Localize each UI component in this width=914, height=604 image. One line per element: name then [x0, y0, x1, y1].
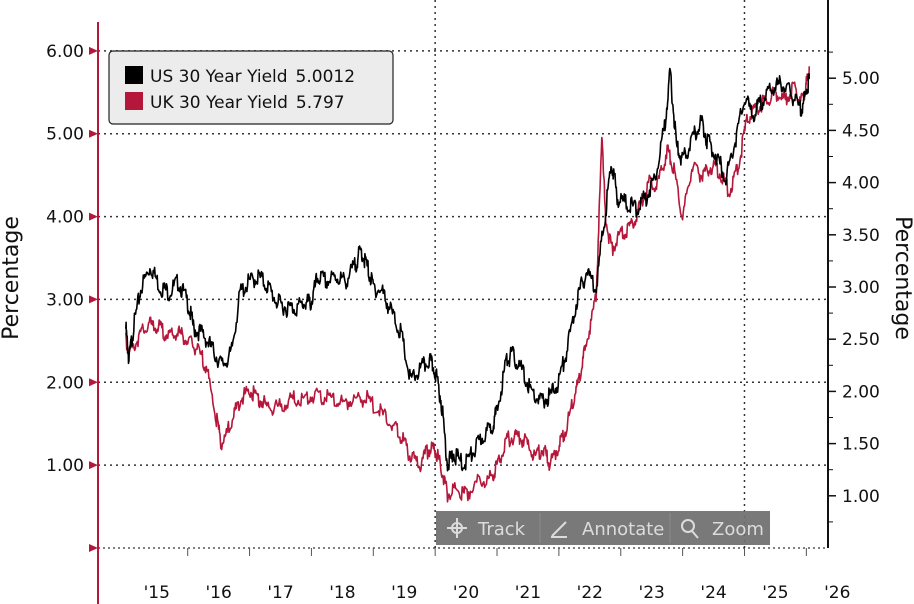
- left-tick-label: 5.00: [46, 125, 84, 145]
- right-tick-label: 5.00: [842, 69, 880, 89]
- legend-box: [108, 50, 394, 125]
- legend: US 30 Year Yield 5.0012 UK 30 Year Yield 5…: [108, 50, 394, 125]
- us-yield-line: [125, 67, 810, 472]
- legend-swatch-uk: [125, 92, 143, 110]
- x-tick-label: '15: [144, 583, 170, 603]
- left-tick-mark: [89, 544, 98, 552]
- left-tick-mark: [89, 378, 98, 387]
- left-tick-mark: [89, 46, 98, 55]
- zoom-button[interactable]: Zoom: [670, 511, 770, 545]
- zoom-label: Zoom: [712, 519, 764, 540]
- left-tick-mark: [89, 295, 98, 304]
- right-axis-title: Percentage: [890, 216, 914, 340]
- left-tick-label: 6.00: [46, 42, 84, 62]
- annotate-label: Annotate: [582, 519, 664, 540]
- x-tick-label: '21: [515, 583, 541, 603]
- x-tick-label: '18: [329, 583, 355, 603]
- left-axis: 1.00 2.00 3.00 4.00 5.00 6.00: [46, 22, 99, 604]
- right-tick-label: 3.50: [842, 226, 880, 246]
- right-tick-label: 3.00: [842, 278, 880, 298]
- x-tick-label: '23: [639, 583, 665, 603]
- x-tick-label: '26: [824, 583, 850, 603]
- left-tick-label: 1.00: [46, 456, 84, 476]
- legend-swatch-us: [125, 66, 143, 84]
- right-tick-label: 1.50: [842, 435, 880, 455]
- x-tick-label: '25: [762, 583, 788, 603]
- right-tick-label: 4.00: [842, 174, 880, 194]
- left-tick-mark: [89, 129, 98, 138]
- annotate-button[interactable]: Annotate: [540, 511, 670, 545]
- x-tick-label: '17: [267, 583, 293, 603]
- left-axis-title: Percentage: [0, 216, 24, 340]
- toolbar-background: [436, 511, 770, 545]
- chart-toolbar: Track Annotate Zoom: [436, 511, 770, 545]
- left-tick-mark: [89, 461, 98, 470]
- track-label: Track: [477, 519, 526, 540]
- track-button[interactable]: Track: [436, 511, 540, 545]
- crosshair-icon: [447, 518, 467, 538]
- left-tick-label: 2.00: [46, 373, 84, 393]
- right-tick-label: 4.50: [842, 121, 880, 141]
- left-tick-label: 4.00: [46, 208, 84, 228]
- x-tick-label: '20: [453, 583, 479, 603]
- x-tick-label: '19: [391, 583, 417, 603]
- legend-label-uk: UK 30 Year Yield 5.797: [150, 93, 345, 113]
- pencil-icon: [551, 521, 567, 538]
- magnifier-icon: [681, 519, 699, 539]
- right-tick-label: 1.00: [842, 487, 880, 507]
- right-tick-label: 2.00: [842, 382, 880, 402]
- x-tick-label: '22: [577, 583, 603, 603]
- x-axis: '15 '16 '17 '18 '19 '20 '21 '22 '23 '24 '25 '26: [144, 548, 850, 603]
- uk-yield-line: [125, 66, 811, 503]
- left-tick-mark: [89, 212, 98, 221]
- right-axis: 1.00 1.50 2.00 2.50 3.00 3.50 4.00 4.50 5.00: [827, 0, 880, 548]
- x-tick-label: '24: [700, 583, 726, 603]
- legend-label-us: US 30 Year Yield 5.0012: [150, 67, 355, 87]
- x-tick-label: '16: [205, 583, 231, 603]
- left-tick-label: 3.00: [46, 290, 84, 310]
- right-tick-label: 2.50: [842, 330, 880, 350]
- series-layer: [125, 66, 811, 503]
